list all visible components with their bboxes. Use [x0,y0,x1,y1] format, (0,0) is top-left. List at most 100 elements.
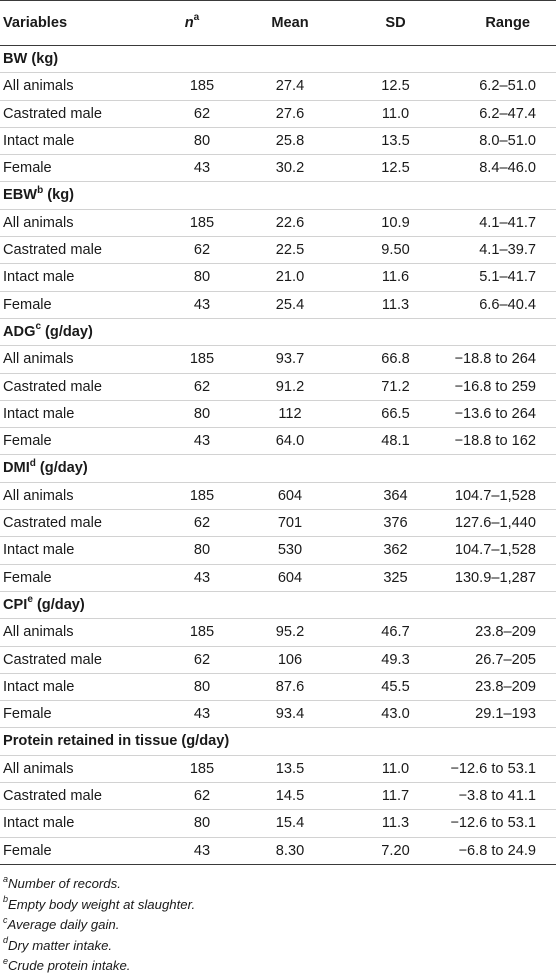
cell-sd: 66.5 [342,400,449,429]
cell-mean: 25.8 [238,127,342,156]
cell-n: 62 [146,100,238,128]
cell-n: 185 [146,345,238,374]
cell-range: 104.7–1,528 [449,536,556,565]
group-label-text: EBW [3,187,38,204]
footnote-text: Crude protein intake. [8,958,131,974]
cell-mean: 701 [238,509,342,538]
cell-mean: 106 [238,646,342,674]
cell-mean: 22.6 [238,209,342,238]
table-header: Variables na Mean SD Range [0,0,556,46]
table-row: Female 43 25.4 11.3 6.6–40.4 [0,291,556,319]
table-row: Female 43 8.30 7.20 −6.8 to 24.9 [0,837,556,865]
cell-mean: 27.4 [238,72,342,101]
cell-mean: 13.5 [238,755,342,784]
cell-n: 80 [146,536,238,565]
cell-range: 130.9–1,287 [449,564,556,592]
cell-n: 185 [146,72,238,101]
row-label: Intact male [0,673,146,702]
group-label: CPIe (g/day) [0,591,556,620]
row-label: Intact male [0,127,146,156]
group-header-row: CPIe (g/day) [0,591,556,620]
group-label-unit: (kg) [43,187,74,204]
group-label: BW (kg) [0,45,556,74]
table-row: Female 43 604 325 130.9–1,287 [0,564,556,592]
cell-range: 23.8–209 [449,673,556,702]
cell-range: −6.8 to 24.9 [449,837,556,865]
row-label: Castrated male [0,646,146,674]
cell-sd: 11.3 [342,809,449,838]
cell-n: 43 [146,291,238,319]
table-row: All animals 185 95.2 46.7 23.8–209 [0,618,556,647]
cell-n: 43 [146,154,238,183]
group-label-text: CPI [3,596,28,613]
cell-sd: 66.8 [342,345,449,374]
cell-n: 43 [146,564,238,592]
group-header-row: ADGc (g/day) [0,318,556,347]
cell-n: 80 [146,400,238,429]
cell-sd: 376 [342,509,449,538]
table-row: All animals 185 93.7 66.8 −18.8 to 264 [0,345,556,374]
footnote: aNumber of records. [3,874,556,895]
group-header-row: Protein retained in tissue (g/day) [0,727,556,756]
cell-n: 80 [146,263,238,292]
cell-sd: 11.6 [342,263,449,292]
row-label: Castrated male [0,509,146,538]
table-row: Intact male 80 21.0 11.6 5.1–41.7 [0,263,556,292]
table-body: BW (kg) All animals 185 27.4 12.5 6.2–51.0 Cas… [0,45,556,865]
cell-sd: 364 [342,482,449,511]
header-sd: SD [342,0,449,46]
footnotes: aNumber of records. bEmpty body weight at… [0,874,556,977]
row-label: Female [0,837,146,865]
cell-n: 62 [146,236,238,265]
row-label: All animals [0,72,146,101]
cell-range: −3.8 to 41.1 [449,782,556,811]
group-label-text: DMI [3,460,30,477]
cell-range: 6.6–40.4 [449,291,556,319]
footnote-marker: e [3,955,9,966]
footnote-marker: a [3,873,9,884]
cell-sd: 13.5 [342,127,449,156]
cell-range: −13.6 to 264 [449,400,556,429]
cell-range: 29.1–193 [449,700,556,729]
cell-mean: 93.7 [238,345,342,374]
cell-n: 80 [146,809,238,838]
cell-n: 185 [146,482,238,511]
row-label: Female [0,154,146,183]
footnote-text: Dry matter intake. [8,937,113,953]
cell-sd: 12.5 [342,72,449,101]
table-row: Intact male 80 25.8 13.5 8.0–51.0 [0,127,556,156]
table-row: Female 43 30.2 12.5 8.4–46.0 [0,154,556,183]
cell-n: 62 [146,509,238,538]
cell-mean: 14.5 [238,782,342,811]
cell-n: 43 [146,837,238,865]
group-label-text: BW (kg) [3,51,59,67]
table-row: Castrated male 62 22.5 9.50 4.1–39.7 [0,236,556,265]
group-label-text: ADG [3,323,36,340]
cell-n: 62 [146,782,238,811]
cell-range: −18.8 to 162 [449,427,556,456]
cell-sd: 11.7 [342,782,449,811]
header-range: Range [449,0,556,46]
table-row: Castrated male 62 14.5 11.7 −3.8 to 41.1 [0,782,556,811]
cell-sd: 48.1 [342,427,449,456]
cell-sd: 10.9 [342,209,449,238]
cell-range: 104.7–1,528 [449,482,556,511]
table-row: All animals 185 604 364 104.7–1,528 [0,482,556,511]
cell-mean: 15.4 [238,809,342,838]
table-row: All animals 185 22.6 10.9 4.1–41.7 [0,209,556,238]
cell-mean: 87.6 [238,673,342,702]
cell-n: 80 [146,127,238,156]
cell-sd: 9.50 [342,236,449,265]
cell-sd: 11.3 [342,291,449,319]
row-label: Castrated male [0,236,146,265]
cell-sd: 325 [342,564,449,592]
group-label-unit: (g/day) [32,596,85,613]
group-header-row: EBWb (kg) [0,181,556,210]
row-label: All animals [0,618,146,647]
table-row: Intact male 80 530 362 104.7–1,528 [0,536,556,565]
row-label: Castrated male [0,100,146,128]
cell-range: 8.4–46.0 [449,154,556,183]
row-label: Intact male [0,400,146,429]
table-row: Female 43 93.4 43.0 29.1–193 [0,700,556,729]
